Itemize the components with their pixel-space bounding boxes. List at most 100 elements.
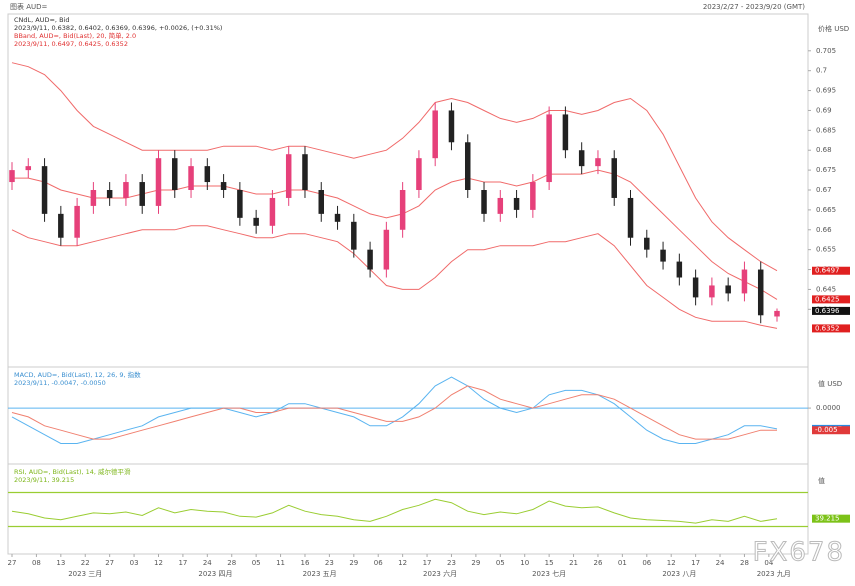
chart-title: 图表 AUD=: [10, 2, 48, 11]
month-label: 2023 六月: [423, 569, 457, 578]
value-tag-label: 39.215: [815, 515, 840, 523]
candle-body: [367, 249, 373, 270]
candle-body: [513, 197, 520, 210]
candle-body: [481, 190, 487, 214]
x-tick-label: 05: [252, 559, 261, 567]
candle-body: [383, 229, 390, 270]
x-tick-label: 04: [764, 559, 773, 567]
candle-body: [611, 158, 617, 198]
candle-body: [497, 197, 504, 214]
month-label: 2023 三月: [68, 570, 102, 578]
candle-body: [741, 269, 748, 294]
x-tick-label: 08: [32, 559, 41, 567]
candle-body: [595, 158, 601, 167]
x-tick-label: 01: [618, 559, 627, 567]
x-tick-label: 23: [447, 559, 456, 567]
candle-body: [302, 154, 308, 190]
y-tick-label: 0.0000: [816, 404, 841, 412]
x-tick-label: 28: [227, 559, 236, 567]
x-tick-label: 22: [81, 559, 90, 567]
y-tick-label: 0.685: [816, 126, 836, 134]
candle-body: [578, 150, 585, 167]
axis-label: 值 USD: [818, 379, 842, 388]
candle-body: [448, 110, 455, 143]
x-tick-label: 23: [325, 559, 334, 567]
candle-body: [432, 110, 438, 159]
candle-body: [774, 310, 780, 317]
y-tick-label: 0.645: [816, 285, 836, 293]
candle-body: [660, 249, 666, 262]
x-tick-label: 27: [8, 559, 17, 567]
candle-body: [123, 182, 129, 198]
value-tag-label: 0.6497: [815, 267, 840, 275]
y-tick-label: 0.665: [816, 206, 836, 214]
candle-body: [106, 190, 113, 198]
candle-body: [530, 182, 536, 210]
candle-body: [562, 114, 569, 151]
y-tick-label: 0.7: [816, 67, 827, 75]
legend-line: 2023/9/11, 39.215: [14, 476, 74, 484]
candle-body: [90, 190, 97, 206]
candle-body: [692, 277, 699, 298]
value-tag-label: 0.6396: [815, 307, 840, 315]
candle-body: [58, 213, 64, 238]
x-tick-label: 26: [593, 559, 602, 567]
y-tick-label: 0.69: [816, 106, 832, 114]
y-tick-label: 0.68: [816, 146, 832, 154]
line: [11, 385, 777, 440]
x-tick-label: 21: [569, 559, 578, 567]
candle-body: [41, 166, 48, 214]
y-tick-label: 0.695: [816, 87, 836, 95]
candle-body: [725, 285, 731, 294]
candle-body: [139, 182, 145, 206]
candle-body: [464, 142, 471, 190]
x-tick-label: 17: [178, 559, 187, 567]
candle-body: [285, 154, 292, 198]
x-tick-label: 17: [691, 559, 700, 567]
line: [11, 225, 778, 329]
candle-body: [188, 166, 194, 190]
x-tick-label: 15: [545, 559, 554, 567]
legend-line: BBand, AUD=, Bid(Last), 20, 简单, 2.0: [14, 31, 136, 40]
x-tick-label: 05: [496, 559, 505, 567]
legend-line: 2023/9/11, 0.6382, 0.6402, 0.6369, 0.639…: [14, 24, 222, 32]
candle-body: [269, 197, 276, 226]
line: [11, 498, 778, 524]
x-tick-label: 03: [130, 559, 139, 567]
line: [11, 62, 778, 272]
x-tick-label: 29: [349, 559, 358, 567]
x-tick-label: 28: [740, 559, 749, 567]
value-tag: [812, 266, 850, 275]
x-tick-label: 12: [667, 559, 676, 567]
y-tick-label: 0.705: [816, 47, 836, 55]
x-tick-label: 24: [716, 559, 725, 567]
value-tag-label: 0.6352: [815, 324, 840, 332]
y-tick-label: 0.675: [816, 166, 836, 174]
candle-body: [757, 269, 764, 316]
value-tag: [812, 324, 850, 333]
candle-body: [627, 197, 634, 238]
month-label: 2023 七月: [532, 569, 566, 578]
candle-body: [351, 221, 357, 250]
x-tick-label: 13: [56, 559, 65, 567]
value-tag: [812, 306, 850, 315]
value-tag: [812, 426, 850, 435]
plot-frame: [7, 13, 809, 555]
x-tick-label: 17: [423, 559, 432, 567]
month-label: 2023 五月: [303, 570, 337, 578]
month-label: 2023 八月: [662, 570, 696, 578]
candle-body: [204, 166, 211, 183]
x-tick-label: 24: [203, 559, 212, 567]
value-tag-label: 0.6425: [815, 295, 840, 303]
candle-body: [709, 285, 715, 298]
candle-body: [74, 205, 80, 238]
legend-line: RSI, AUD=, Bid(Last), 14, 威尔德平滑: [14, 467, 131, 476]
legend-line: 2023/9/11, 0.6497, 0.6425, 0.6352: [14, 40, 128, 48]
x-tick-label: 06: [374, 559, 383, 567]
candle-body: [318, 190, 325, 214]
x-tick-label: 12: [154, 559, 163, 567]
candle-body: [676, 261, 683, 278]
candle-body: [399, 190, 406, 230]
legend-line: 2023/9/11, -0.0047, -0.0050: [14, 379, 106, 387]
